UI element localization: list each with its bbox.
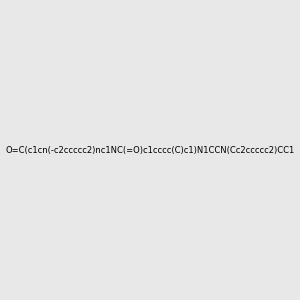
Text: O=C(c1cn(-c2ccccc2)nc1NC(=O)c1cccc(C)c1)N1CCN(Cc2ccccc2)CC1: O=C(c1cn(-c2ccccc2)nc1NC(=O)c1cccc(C)c1)… [5, 146, 295, 154]
